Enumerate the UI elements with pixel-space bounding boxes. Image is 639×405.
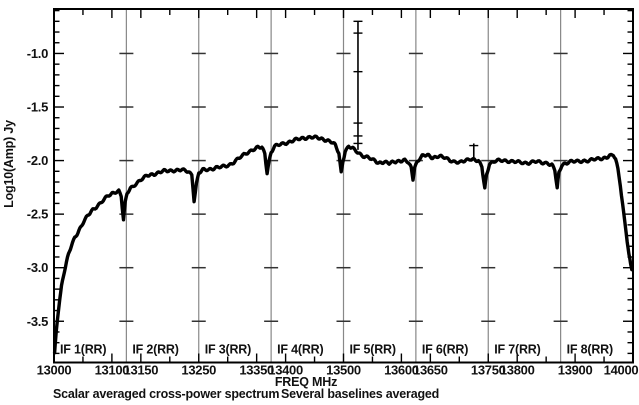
if-band-label: IF 2(RR) <box>132 343 178 357</box>
x-tick-label: 13350 <box>239 363 274 378</box>
y-tick-label: -3.5 <box>27 314 48 329</box>
x-tick-label: 13800 <box>500 363 535 378</box>
y-tick-label: -2.0 <box>27 153 48 168</box>
x-tick-label: 13150 <box>124 363 159 378</box>
plot-frame <box>53 8 634 364</box>
y-tick-label: -3.0 <box>27 260 48 275</box>
y-axis-title: Log10(Amp) Jy <box>2 120 16 208</box>
x-tick-label: 13900 <box>558 363 593 378</box>
x-tick-label: 13000 <box>37 363 72 378</box>
x-tick-label: 14000 <box>604 363 639 378</box>
x-tick-label: 13500 <box>326 363 361 378</box>
x-tick-label: 13600 <box>384 363 419 378</box>
if-band-label: IF 7(RR) <box>494 343 540 357</box>
y-tick-label: -2.5 <box>27 207 48 222</box>
x-tick-label: 13100 <box>95 363 130 378</box>
x-tick-label: 13650 <box>413 363 448 378</box>
caption-right: Several baselines averaged <box>281 387 439 401</box>
x-tick-label: 13400 <box>268 363 303 378</box>
y-tick-label: -1.5 <box>27 100 48 115</box>
if-band-label: IF 3(RR) <box>205 343 251 357</box>
x-tick-label: 13750 <box>471 363 506 378</box>
if-band-label: IF 4(RR) <box>277 343 323 357</box>
if-band-label: IF 5(RR) <box>350 343 396 357</box>
if-band-label: IF 8(RR) <box>567 343 613 357</box>
caption-left: Scalar averaged cross-power spectrum <box>53 387 279 401</box>
y-tick-label: -1.0 <box>27 46 48 61</box>
x-axis-title: FREQ MHz <box>275 375 337 389</box>
if-band-label: IF 6(RR) <box>422 343 468 357</box>
spectrum-curve <box>52 134 634 355</box>
x-tick-label: 13250 <box>181 363 216 378</box>
if-band-label: IF 1(RR) <box>60 343 106 357</box>
